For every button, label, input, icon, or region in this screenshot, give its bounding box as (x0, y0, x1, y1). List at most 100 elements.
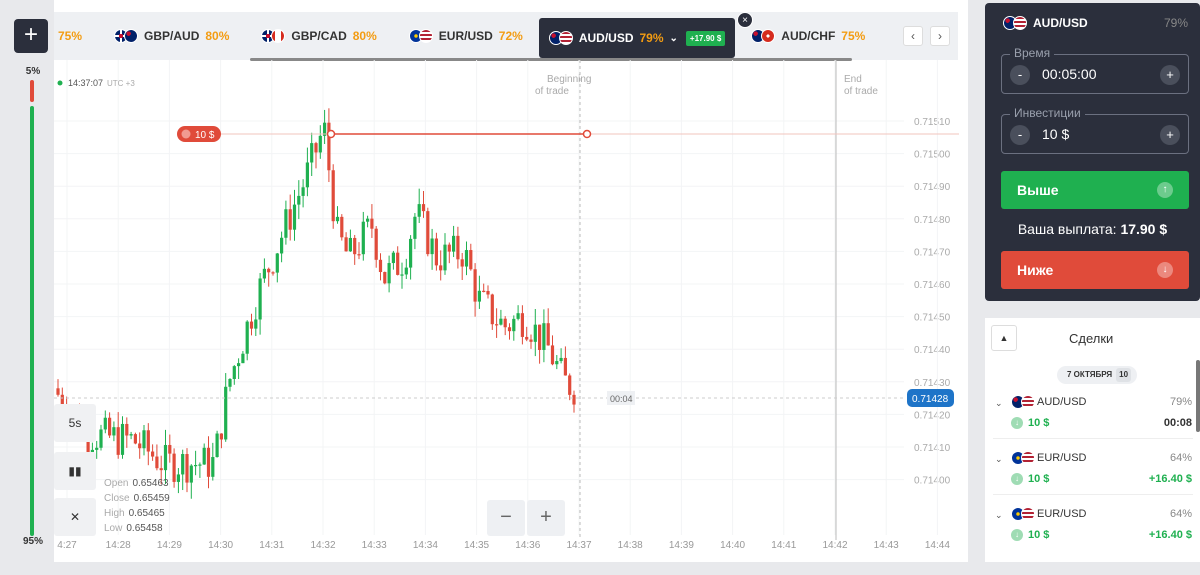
time-decrease-button[interactable]: - (1010, 65, 1030, 85)
arrow-up-icon: ↑ (1157, 182, 1173, 198)
chevron-down-icon[interactable]: ⌄ (669, 32, 678, 44)
time-field[interactable]: Время - 00:05:00 + (1001, 46, 1189, 94)
price-chart[interactable]: 0.71510 0.71500 0.71490 0.71480 0.71470 0.714… (54, 60, 968, 562)
drawing-tools-button[interactable]: ✕ (54, 498, 96, 536)
candle-body (495, 324, 499, 326)
deal-result: 00:08 (1163, 417, 1192, 429)
candle-body (224, 386, 228, 440)
investment-field[interactable]: Инвестиции - 10 $ + (1001, 106, 1189, 154)
trade-pct: 79% (1163, 16, 1188, 30)
deals-scrollbar[interactable] (1196, 360, 1200, 432)
investment-increase-button[interactable]: + (1160, 125, 1180, 145)
arrow-down-icon: ↓ (1011, 529, 1023, 541)
candle-body (99, 429, 103, 448)
time-increase-button[interactable]: + (1160, 65, 1180, 85)
chevron-down-icon[interactable]: ⌄ (995, 510, 1003, 520)
tab-aud-usd[interactable]: AUD/USD 79% ⌄ +17.90 $ (538, 18, 736, 58)
tab-partial[interactable]: 75% (54, 12, 98, 60)
chart-panel: 75% GBP/AUD 80% GBP/CAD 80% EUR/USD 72% AUD/USD… (54, 0, 968, 562)
candle-body (512, 318, 516, 332)
candle-body (331, 170, 335, 222)
candle-body (288, 209, 292, 230)
candle-body (202, 447, 206, 465)
chevron-down-icon[interactable]: ⌄ (995, 398, 1003, 408)
time-value[interactable]: 00:05:00 (1042, 66, 1097, 82)
tabs-prev-arrow-icon[interactable]: ‹ (903, 26, 923, 46)
tab-gbp-aud[interactable]: GBP/AUD 80% (98, 12, 245, 60)
candle-body (447, 244, 451, 252)
chart-timezone: UTC +3 (107, 79, 135, 88)
end-label-1: End (844, 74, 862, 85)
tab-pct: 79% (639, 31, 664, 45)
end-label-2: of trade (844, 86, 878, 97)
candles-type-button[interactable]: ▮▮ (54, 452, 96, 490)
tabs-next-arrow-icon[interactable]: › (930, 26, 950, 46)
timeframe-button[interactable]: 5s (54, 404, 96, 442)
candle-body (297, 195, 301, 205)
deal-result: +16.40 $ (1148, 529, 1192, 541)
payout: Ваша выплата: 17.90 $ (985, 221, 1200, 237)
deal-item[interactable]: ⌄ EUR/USD 64% ↓ 10 $ +16.40 $ (985, 446, 1200, 496)
candle-body (452, 235, 456, 252)
deals-date: 7 ОКТЯБРЯ (1067, 370, 1113, 379)
candle-body (327, 122, 331, 171)
low-label: Low (104, 523, 123, 534)
countdown-box (607, 391, 635, 405)
close-value: 0.65459 (133, 493, 170, 504)
candle-body (529, 339, 533, 342)
higher-button[interactable]: Выше ↑ (1001, 171, 1189, 209)
tab-eur-usd[interactable]: EUR/USD 72% (393, 12, 539, 60)
candle-body (90, 449, 94, 453)
tab-pair: GBP/AUD (144, 29, 200, 43)
candle-body (525, 336, 529, 340)
x-tick-label: 14:43 (874, 540, 899, 551)
candle-body (361, 221, 365, 255)
x-tick-label: 14:31 (259, 540, 284, 551)
tabs-scrollbar[interactable] (250, 58, 852, 61)
investment-value[interactable]: 10 $ (1042, 126, 1070, 142)
candle-body (568, 375, 572, 395)
beginning-label-1: Beginning (547, 74, 591, 85)
deal-divider (993, 438, 1193, 439)
chevron-down-icon[interactable]: ⌄ (995, 454, 1003, 464)
trade-panel: AUD/USD 79% Время - 00:05:00 + Инвестици… (985, 3, 1200, 301)
candle-body (378, 259, 383, 273)
candle-body (499, 318, 503, 325)
candle-body (335, 216, 340, 222)
tab-gbp-cad[interactable]: GBP/CAD 80% (245, 12, 392, 60)
deal-amount: 10 $ (1028, 529, 1050, 541)
candle-body (275, 253, 279, 273)
tab-pair: GBP/CAD (291, 29, 347, 43)
candle-body (159, 468, 163, 471)
add-chart-button[interactable]: + (14, 19, 48, 53)
deal-item[interactable]: ⌄ EUR/USD 64% ↓ 10 $ +16.40 $ (985, 502, 1200, 552)
y-tick-label: 0.71440 (914, 345, 951, 356)
candle-body (469, 250, 473, 270)
y-tick-label: 0.71420 (914, 410, 951, 421)
tab-aud-chf[interactable]: AUD/CHF 75% (735, 12, 881, 60)
candle-body (280, 237, 284, 254)
countdown: 00:04 (610, 394, 633, 404)
aud-usd-flag-icon (1003, 16, 1029, 30)
close-tab-icon[interactable]: × (737, 12, 753, 28)
deals-count: 10 (1116, 368, 1132, 382)
investment-decrease-button[interactable]: - (1010, 125, 1030, 145)
candle-body (387, 263, 391, 284)
asset-tabs: 75% GBP/AUD 80% GBP/CAD 80% EUR/USD 72% AUD/USD… (54, 12, 958, 60)
candle-body (310, 143, 314, 163)
zoom-in-button[interactable]: + (527, 500, 565, 536)
x-tick-label: 14:37 (566, 540, 591, 551)
zoom-out-button[interactable]: − (487, 500, 525, 536)
candle-body (60, 394, 64, 411)
candles (56, 108, 576, 499)
y-tick-label: 0.71460 (914, 280, 951, 291)
chart-time: 14:37:07 (68, 78, 103, 88)
sentiment-up-pct: 95% (22, 536, 43, 547)
sentiment-down-bar (30, 80, 34, 102)
deal-pct: 79% (1169, 396, 1192, 408)
collapse-triangle-icon[interactable]: ▲ (991, 325, 1017, 351)
deal-item[interactable]: ⌄ AUD/USD 79% ↓ 10 $ 00:08 (985, 390, 1200, 440)
higher-label: Выше (1017, 182, 1059, 198)
lower-button[interactable]: Ниже ↓ (1001, 251, 1189, 289)
candle-body (241, 353, 245, 364)
